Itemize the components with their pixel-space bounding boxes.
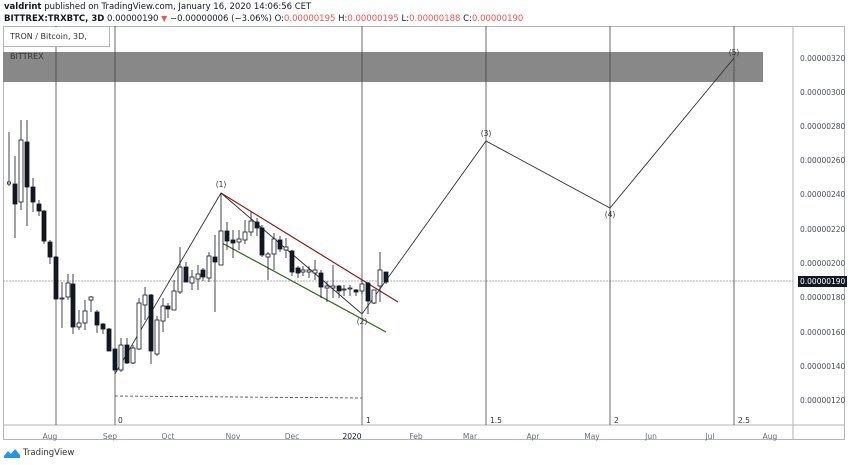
time-label: May (584, 432, 600, 441)
close-label: C: (463, 14, 472, 24)
high-label: H: (338, 14, 348, 24)
lower-channel-line (221, 242, 387, 333)
price-label: 0.00000280 (800, 122, 846, 131)
brand-name: TradingView (23, 448, 75, 458)
price-label: 0.00000200 (800, 259, 846, 268)
upper-channel-line (220, 192, 399, 303)
down-arrow-icon: ▼ (161, 14, 168, 23)
time-label: Sep (102, 432, 118, 441)
wave-label: (1) (215, 180, 227, 189)
price-label: 0.00000240 (800, 190, 846, 199)
close-value: 0.00000190 (471, 14, 524, 24)
wave-label: (3) (480, 129, 492, 138)
last-price: 0.00000190 (107, 14, 159, 24)
time-label: Apr (526, 432, 540, 441)
wave-label: (5) (728, 48, 740, 57)
time-label: Jun (645, 432, 657, 441)
symbol-info: BITTREX:TRXBTC, 3D 0.00000190 ▼ −0.00000… (4, 14, 523, 24)
fib-label: 0 (118, 416, 123, 425)
elliott-wave-path (114, 57, 735, 375)
fib-label: 1.5 (490, 416, 502, 425)
price-label: 0.00000120 (800, 396, 846, 405)
price-label: 0.00000180 (800, 293, 846, 302)
high-value: 0.00000195 (347, 14, 399, 24)
time-label: Aug (42, 432, 58, 441)
low-label: L: (401, 14, 410, 24)
price-label: 0.00000320 (800, 54, 846, 63)
price-label: 0.00000260 (800, 156, 846, 165)
price-label: 0.00000160 (800, 328, 846, 337)
wave-label: (2) (356, 317, 368, 326)
time-label: Oct (161, 432, 175, 441)
current-price-badge: 0.00000190 (798, 276, 848, 287)
publish-text: published on TradingView.com, January 16… (44, 2, 312, 12)
time-label: 2020 (342, 432, 362, 441)
wave-label: (4) (604, 210, 616, 219)
open-value: 0.00000195 (284, 14, 336, 24)
symbol-label: BITTREX:TRXBTC, 3D (4, 14, 105, 24)
fib-label: 1 (366, 416, 371, 425)
price-label: 0.00000300 (800, 88, 846, 97)
price-change: −0.00000006 (−3.06%) (169, 14, 272, 24)
price-label: 0.00000140 (800, 362, 846, 371)
time-label: Jul (705, 432, 715, 441)
time-label: Nov (225, 432, 241, 441)
tradingview-logo-icon (4, 449, 20, 458)
low-value: 0.00000188 (409, 14, 461, 24)
chart-frame[interactable] (3, 26, 845, 440)
time-label: Feb (409, 432, 423, 441)
chart-legend[interactable]: TRON / Bitcoin, 3D, BITTREX (4, 27, 110, 61)
publish-info: valdrint published on TradingView.com, J… (4, 2, 311, 12)
time-label: Mar (462, 432, 478, 441)
candles (7, 120, 389, 372)
price-label: 0.00000220 (800, 225, 846, 234)
time-label: Aug (762, 432, 778, 441)
fib-time-zones (55, 26, 735, 425)
fib-label: 2.5 (738, 416, 750, 425)
fib-label: 2 (614, 416, 619, 425)
author-name[interactable]: valdrint (4, 2, 42, 12)
open-label: O: (274, 14, 285, 24)
time-label: Dec (284, 432, 300, 441)
tradingview-logo[interactable]: TradingView (4, 448, 74, 458)
target-zone (3, 52, 763, 82)
